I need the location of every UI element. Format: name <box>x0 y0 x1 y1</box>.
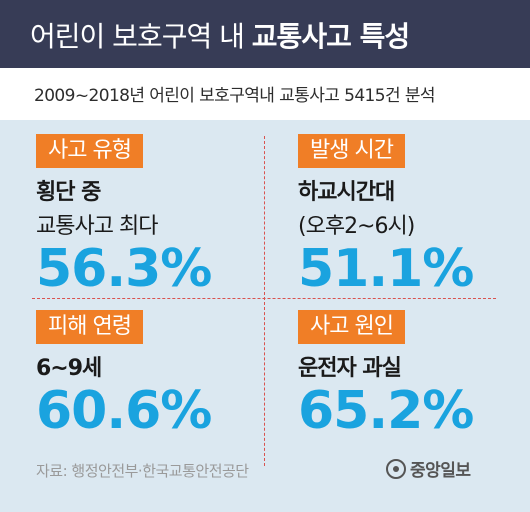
card-heading: 6~9세 <box>36 356 102 381</box>
page-title: 어린이 보호구역 내 교통사고 특성 <box>30 15 410 55</box>
card-value: 56.3% <box>36 239 212 299</box>
card-value: 51.1% <box>298 239 474 299</box>
subtitle-bar: 2009~2018년 어린이 보호구역내 교통사고 5415건 분석 <box>0 68 530 120</box>
logo-icon <box>386 458 406 479</box>
card-heading: 하교시간대 <box>298 180 395 205</box>
subtitle: 2009~2018년 어린이 보호구역내 교통사고 5415건 분석 <box>34 86 436 106</box>
stats-panel: 사고 유형 횡단 중 교통사고 최다 56.3% 발생 시간 하교시간대 (오후… <box>0 120 530 512</box>
card-tag: 사고 유형 <box>36 134 143 168</box>
card-heading: 운전자 과실 <box>298 356 402 381</box>
card-subheading: 교통사고 최다 <box>36 214 158 239</box>
card-value: 65.2% <box>298 381 474 441</box>
card-occurrence-time: 발생 시간 하교시간대 (오후2~6시) 51.1% <box>298 134 474 299</box>
card-accident-cause: 사고 원인 운전자 과실 65.2% <box>298 310 474 441</box>
source-credit: 자료: 행정안전부·한국교통안전공단 <box>36 462 249 480</box>
publisher-logo: 중앙일보 <box>386 456 471 481</box>
card-tag: 발생 시간 <box>298 134 405 168</box>
card-value: 60.6% <box>36 381 212 441</box>
card-tag: 사고 원인 <box>298 310 405 344</box>
title-light: 어린이 보호구역 내 <box>30 20 245 53</box>
vertical-divider <box>264 136 265 466</box>
card-tag: 피해 연령 <box>36 310 143 344</box>
card-heading: 횡단 중 <box>36 180 101 205</box>
horizontal-divider <box>32 298 496 299</box>
card-subheading: (오후2~6시) <box>298 214 415 239</box>
header-banner: 어린이 보호구역 내 교통사고 특성 <box>0 0 530 68</box>
title-bold: 교통사고 특성 <box>251 20 410 53</box>
card-victim-age: 피해 연령 6~9세 60.6% <box>36 310 212 441</box>
logo-text: 중앙일보 <box>410 461 471 481</box>
card-accident-type: 사고 유형 횡단 중 교통사고 최다 56.3% <box>36 134 212 299</box>
